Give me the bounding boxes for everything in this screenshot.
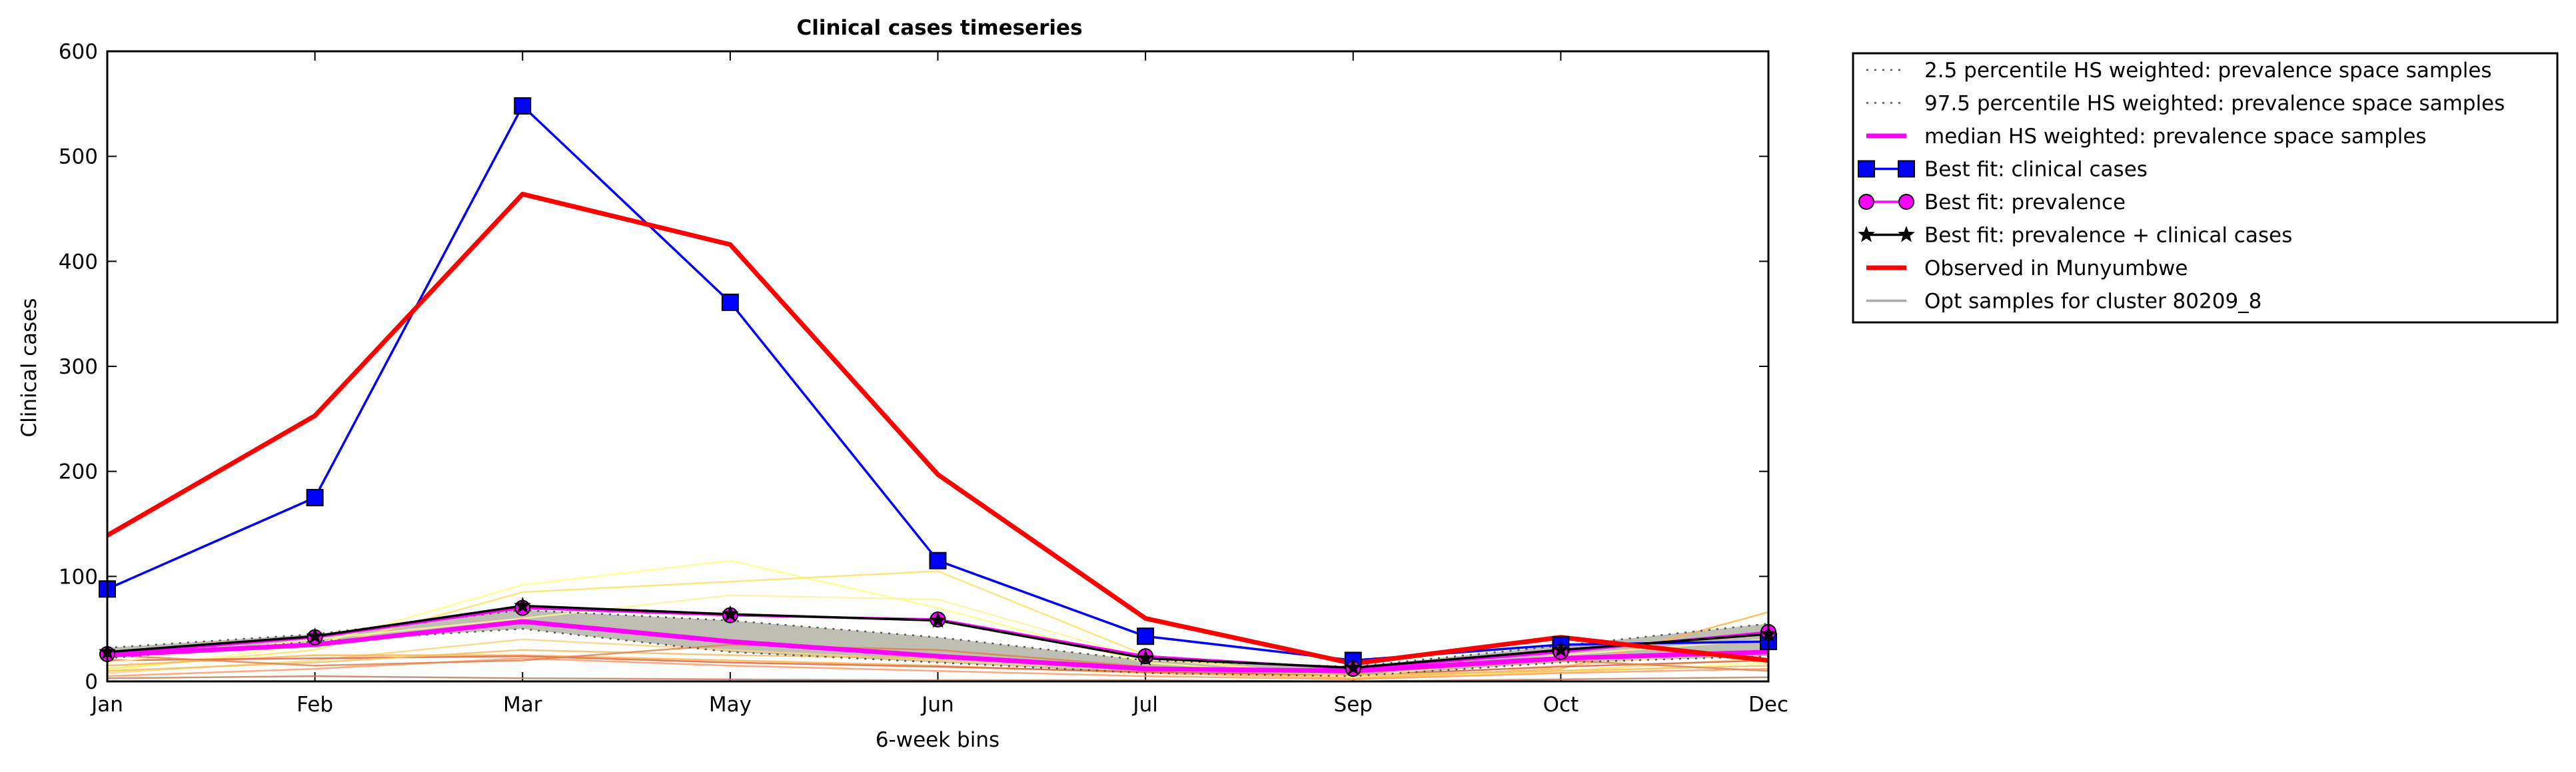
- percentile-band-area: [107, 609, 1768, 677]
- y-tick-label: 300: [59, 355, 98, 379]
- legend-entry-label: Observed in Munyumbwe: [1924, 256, 2188, 280]
- y-tick-label: 200: [59, 460, 98, 484]
- plot-area: [107, 51, 1768, 681]
- legend-star-marker: [1858, 226, 1875, 242]
- square-marker: [929, 552, 947, 570]
- legend-square-marker: [1858, 160, 1875, 178]
- star-marker: [306, 627, 324, 644]
- plot-background: [107, 51, 1768, 681]
- x-tick-label: Jul: [1131, 693, 1157, 717]
- x-tick-label: Jun: [920, 693, 954, 717]
- x-tick-labels: Jan Feb Mar May Jun Jul Sep Oct Dec: [90, 693, 1788, 717]
- legend-circle-marker: [1858, 194, 1874, 210]
- legend-entry-label: 97.5 percentile HS weighted: prevalence …: [1924, 92, 2505, 116]
- legend-entry-label: Best fit: clinical cases: [1924, 158, 2148, 182]
- x-tick-label: Feb: [297, 693, 333, 717]
- series-line: [106, 191, 1769, 666]
- legend-entry-label: Best fit: prevalence + clinical cases: [1924, 224, 2292, 248]
- x-tick-label: Oct: [1543, 693, 1579, 717]
- y-tick-label: 100: [59, 565, 98, 589]
- legend: 2.5 percentile HS weighted: prevalence s…: [1852, 52, 2559, 324]
- legend-square-marker: [1898, 160, 1915, 178]
- sample-line: [107, 675, 1769, 683]
- y-tick-label: 400: [59, 250, 98, 274]
- plot-frame: [106, 50, 1770, 683]
- plot-border: [106, 50, 1770, 683]
- star-marker: [722, 605, 739, 621]
- y-tick-label: 500: [59, 145, 98, 169]
- x-tick-label: Sep: [1334, 693, 1373, 717]
- x-tick-label: Mar: [503, 693, 542, 717]
- sample-line: [107, 657, 1769, 681]
- y-tick-labels: 0 100 200 300 400 500 600: [59, 40, 98, 694]
- square-marker: [306, 489, 324, 507]
- chart-title: Clinical cases timeseries: [796, 16, 1082, 40]
- legend-entry-label: Best fit: prevalence: [1924, 191, 2126, 214]
- legend-star-marker: [1898, 226, 1915, 242]
- y-tick-label: 600: [59, 40, 98, 64]
- percentile-band: [107, 609, 1768, 677]
- legend-box: [1852, 52, 2559, 324]
- y-axis-label: Clinical cases: [17, 298, 41, 437]
- square-marker: [1137, 627, 1155, 645]
- star-marker: [1552, 641, 1570, 657]
- series-line: [107, 619, 1769, 673]
- series-line: [107, 609, 1769, 668]
- star-marker: [1344, 659, 1362, 675]
- square-marker: [721, 293, 739, 311]
- sample-line: [107, 570, 1769, 681]
- x-tick-label: May: [709, 693, 752, 717]
- y-tick-label: 0: [85, 670, 98, 694]
- series-line: [107, 627, 1769, 677]
- x-tick-label: Dec: [1748, 693, 1788, 717]
- x-axis-label: 6-week bins: [876, 728, 999, 752]
- legend-circle-marker: [1898, 194, 1914, 210]
- star-marker: [1137, 649, 1154, 666]
- square-marker: [514, 97, 532, 115]
- legend-entry-label: Opt samples for cluster 80209_8: [1924, 290, 2261, 314]
- x-tick-label: Jan: [90, 693, 123, 717]
- star-marker: [514, 597, 532, 613]
- star-marker: [929, 611, 947, 628]
- legend-entry-label: median HS weighted: prevalence space sam…: [1924, 125, 2427, 149]
- legend-entry-label: 2.5 percentile HS weighted: prevalence s…: [1924, 59, 2492, 83]
